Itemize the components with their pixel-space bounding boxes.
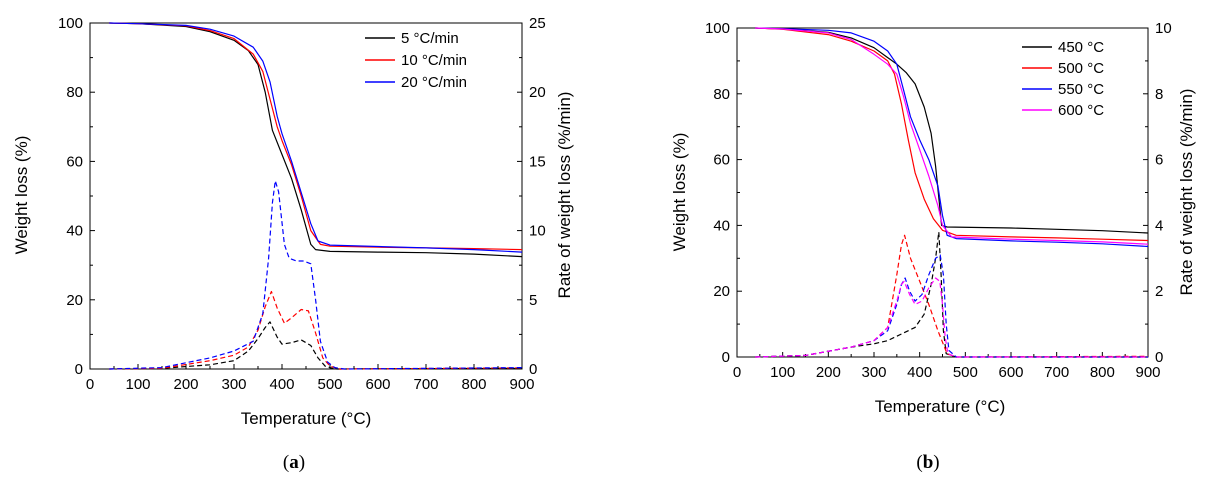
- panel-b-caption-close: ): [933, 452, 939, 473]
- panel-b-rate-line-550-c: [755, 254, 1148, 358]
- panel-a-legend-label-20-c-min: 20 °C/min: [401, 74, 467, 91]
- panel-a-x-tick-label: 900: [509, 376, 534, 393]
- panel-b-legend-label-550-c: 550 °C: [1058, 81, 1104, 98]
- panel-a-x-tick-label: 100: [125, 376, 150, 393]
- panel-b-y2-tick-label: 8: [1155, 86, 1163, 103]
- panel-a-y-tick-label: 60: [66, 153, 83, 170]
- panel-b-weight-loss-line-500-c: [755, 27, 1149, 242]
- panel-b-x-tick-label: 700: [1044, 364, 1069, 381]
- panel-b-x-axis-label: Temperature (°C): [875, 397, 1006, 416]
- panel-b-y-tick-label: 20: [713, 283, 730, 300]
- panel-a-y-tick-label: 40: [66, 223, 83, 240]
- panel-b-x-tick-label: 200: [816, 364, 841, 381]
- panel-a-y2-tick-label: 5: [529, 292, 537, 309]
- panel-a-y-tick-label: 80: [66, 84, 83, 101]
- panel-b-legend-label-600-c: 600 °C: [1058, 102, 1104, 119]
- panel-b-x-tick-label: 400: [907, 364, 932, 381]
- panel-a-caption: (a): [283, 452, 305, 473]
- panel-b-x-tick-label: 0: [733, 364, 741, 381]
- panel-a-y-axis-label: Weight loss (%): [12, 136, 31, 255]
- panel-a-legend-label-5-c-min: 5 °C/min: [401, 30, 459, 47]
- panel-a-rate-line-20-c-min: [109, 180, 523, 370]
- panel-a-y2-tick-label: 10: [529, 223, 546, 240]
- panel-a-caption-open: (: [283, 452, 289, 473]
- panel-a-y2-axis-label: Rate of weight loss (%/min): [555, 92, 574, 299]
- panel-a-x-tick-label: 200: [173, 376, 198, 393]
- panel-a-y-tick-label: 0: [75, 361, 83, 378]
- panel-b-y-tick-label: 100: [705, 20, 730, 37]
- panel-a-x-tick-label: 300: [221, 376, 246, 393]
- panel-b-weight-loss-line-450-c: [755, 27, 1149, 234]
- panel-a-x-tick-label: 400: [269, 376, 294, 393]
- panel-b-x-tick-label: 900: [1135, 364, 1160, 381]
- panel-b-legend-label-450-c: 450 °C: [1058, 39, 1104, 56]
- panel-a: Temperature (°C) Weight loss (%) Rate of…: [12, 92, 574, 473]
- panel-b-caption-letter: b: [923, 452, 934, 473]
- panel-a-caption-close: ): [299, 452, 305, 473]
- panel-a-rate-line-5-c-min: [109, 321, 523, 370]
- panel-b-y-tick-label: 60: [713, 152, 730, 169]
- panel-b-x-tick-label: 500: [953, 364, 978, 381]
- panel-a-x-tick-label: 0: [86, 376, 94, 393]
- panel-a-weight-loss-line-20-c-min: [109, 22, 523, 253]
- panel-a-x-axis-label: Temperature (°C): [241, 409, 372, 428]
- panel-b-x-tick-label: 300: [861, 364, 886, 381]
- panel-a-y2-tick-label: 20: [529, 84, 546, 101]
- panel-b-rate-line-500-c: [755, 234, 1149, 358]
- panel-b-y2-tick-label: 6: [1155, 152, 1163, 169]
- panel-a-weight-loss-line-10-c-min: [109, 22, 523, 251]
- panel-a-x-tick-label: 700: [413, 376, 438, 393]
- panel-b-plot: 0 100 200 300 400 500 600 700 800 900020406080100…: [705, 20, 1172, 381]
- panel-b-weight-loss-line-550-c: [755, 27, 1149, 248]
- panel-a-weight-loss-line-5-c-min: [109, 22, 523, 258]
- panel-b-y2-tick-label: 0: [1155, 349, 1163, 366]
- panel-b-x-tick-label: 600: [998, 364, 1023, 381]
- panel-a-caption-letter: a: [289, 452, 299, 473]
- panel-a-x-tick-label: 800: [461, 376, 486, 393]
- panel-b-y2-axis-label: Rate of weight loss (%/min): [1177, 89, 1196, 296]
- panel-b-rate-line-600-c: [755, 277, 1148, 358]
- panel-a-x-tick-label: 500: [317, 376, 342, 393]
- panel-b-y-axis-label: Weight loss (%): [670, 133, 689, 252]
- panel-a-legend-label-10-c-min: 10 °C/min: [401, 52, 467, 69]
- panel-b-y-tick-label: 40: [713, 217, 730, 234]
- panel-a-plot: 0 100 200 300 400 500 600 700 800 900020406080100…: [58, 15, 546, 393]
- panel-b: Temperature (°C) Weight loss (%) Rate of…: [670, 89, 1196, 473]
- panel-b-x-tick-label: 100: [770, 364, 795, 381]
- panel-b-y2-tick-label: 2: [1155, 283, 1163, 300]
- panel-b-y-tick-label: 80: [713, 86, 730, 103]
- panel-a-y2-tick-label: 0: [529, 361, 537, 378]
- panel-a-rate-line-10-c-min: [109, 290, 523, 370]
- panel-b-caption-open: (: [916, 452, 922, 473]
- panel-b-x-tick-label: 800: [1090, 364, 1115, 381]
- panel-a-y2-tick-label: 25: [529, 15, 546, 32]
- panel-b-y2-tick-label: 10: [1155, 20, 1172, 37]
- panel-a-y-tick-label: 20: [66, 292, 83, 309]
- panel-b-weight-loss-line-600-c: [755, 27, 1149, 245]
- panel-a-y-tick-label: 100: [58, 15, 83, 32]
- panel-a-x-tick-label: 600: [365, 376, 390, 393]
- panel-b-legend-label-500-c: 500 °C: [1058, 60, 1104, 77]
- panel-b-rate-line-450-c: [755, 231, 1148, 358]
- panel-b-y2-tick-label: 4: [1155, 217, 1163, 234]
- panel-b-y-tick-label: 0: [722, 349, 730, 366]
- panel-b-caption: (b): [916, 452, 939, 473]
- panel-a-y2-tick-label: 15: [529, 153, 546, 170]
